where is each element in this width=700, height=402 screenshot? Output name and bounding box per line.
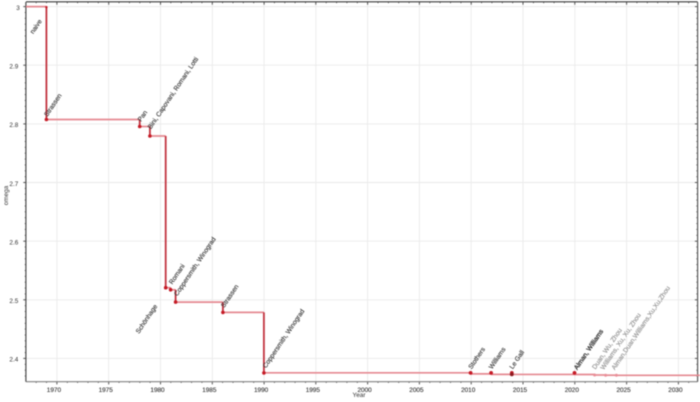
svg-text:Strassen: Strassen	[220, 283, 241, 309]
svg-text:2030: 2030	[668, 387, 683, 394]
svg-text:2.9: 2.9	[9, 64, 18, 71]
svg-text:2.7: 2.7	[9, 181, 18, 188]
svg-text:3: 3	[16, 5, 20, 12]
svg-text:2015: 2015	[513, 387, 528, 394]
svg-text:1990: 1990	[254, 387, 269, 394]
svg-text:2005: 2005	[409, 387, 424, 394]
svg-text:2.5: 2.5	[9, 298, 18, 305]
svg-text:Pan: Pan	[137, 109, 150, 123]
svg-text:2.6: 2.6	[9, 240, 18, 247]
svg-text:Le Gall: Le Gall	[509, 349, 527, 371]
svg-text:1970: 1970	[47, 387, 62, 394]
svg-text:omega: omega	[3, 185, 10, 205]
svg-text:Schönhage: Schönhage	[135, 303, 160, 335]
svg-text:1975: 1975	[99, 387, 114, 394]
svg-text:naive: naive	[29, 18, 44, 35]
svg-text:1995: 1995	[306, 387, 321, 394]
svg-text:2025: 2025	[616, 387, 631, 394]
svg-text:Bini, Capovani, Romani, Lotti: Bini, Capovani, Romani, Lotti	[147, 56, 201, 131]
svg-text:Year: Year	[353, 392, 367, 399]
svg-text:2000: 2000	[357, 387, 372, 394]
svg-text:2.4: 2.4	[9, 357, 18, 364]
svg-text:1985: 1985	[202, 387, 217, 394]
svg-text:1980: 1980	[150, 387, 165, 394]
svg-text:2.8: 2.8	[9, 122, 18, 129]
svg-text:Coppersmith, Winograd: Coppersmith, Winograd	[262, 308, 307, 370]
svg-text:2010: 2010	[461, 387, 476, 394]
svg-text:2020: 2020	[565, 387, 580, 394]
